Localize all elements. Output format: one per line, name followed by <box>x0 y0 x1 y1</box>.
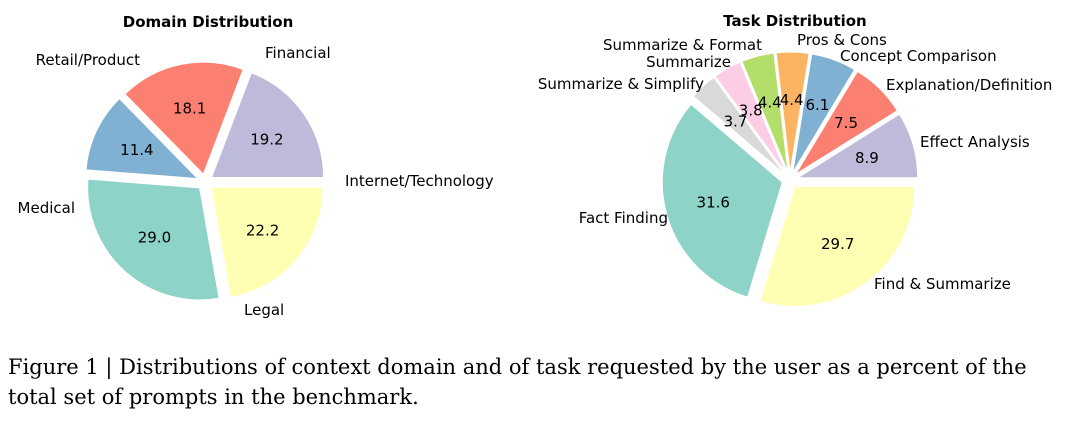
charts-canvas: Domain Distribution 19.2 Internet/Technol… <box>18 12 1053 319</box>
figure-caption: Figure 1 | Distributions of context doma… <box>8 355 1027 409</box>
slice-financial <box>124 61 244 176</box>
category-label-medical: Medical <box>18 199 75 217</box>
category-label-summarize-simplify: Summarize & Simplify <box>538 75 704 93</box>
task-distribution-chart: Task Distribution 8.9 Effect Analysis 7.5 E… <box>538 12 1052 307</box>
value-label-pros-cons: 4.4 <box>780 91 804 109</box>
value-label-effect-analysis: 8.9 <box>855 149 879 167</box>
category-label-summarize-format: Summarize & Format <box>603 36 762 54</box>
slice-legal <box>210 186 324 299</box>
category-label-fact-finding: Fact Finding <box>579 209 668 227</box>
value-label-concept-comparison: 6.1 <box>805 96 829 114</box>
value-label-medical: 29.0 <box>138 229 171 247</box>
value-label-legal: 22.2 <box>246 221 279 239</box>
category-label-effect-analysis: Effect Analysis <box>920 133 1030 151</box>
category-label-summarize: Summarize <box>646 53 731 71</box>
domain-chart-title: Domain Distribution <box>123 13 294 31</box>
slice-retail-product <box>85 97 200 180</box>
value-label-explanation-definition: 7.5 <box>834 114 858 132</box>
slice-effect-analysis <box>795 113 919 179</box>
value-label-summarize-format: 4.4 <box>758 94 782 112</box>
value-label-fact-finding: 31.6 <box>697 194 730 212</box>
slice-fact-finding <box>661 103 783 298</box>
value-label-summarize-simplify: 3.7 <box>724 112 748 130</box>
slice-concept-comparison <box>792 53 856 173</box>
slice-summarize-format <box>741 52 789 173</box>
category-label-explanation-definition: Explanation/Definition <box>886 76 1052 94</box>
value-label-summarize: 3.8 <box>739 101 763 119</box>
category-label-concept-comparison: Concept Comparison <box>840 47 997 65</box>
value-label-internet-technology: 19.2 <box>250 130 283 148</box>
category-label-legal: Legal <box>244 301 284 319</box>
domain-distribution-chart: Domain Distribution 19.2 Internet/Technol… <box>18 13 494 319</box>
value-label-financial: 18.1 <box>173 99 206 117</box>
slice-summarize <box>714 61 787 174</box>
slice-summarize-simplify <box>692 76 785 175</box>
slice-pros-cons <box>775 51 810 173</box>
slice-find-summarize <box>759 185 916 307</box>
value-label-retail-product: 11.4 <box>120 141 153 159</box>
value-label-find-summarize: 29.7 <box>821 235 854 253</box>
category-label-find-summarize: Find & Summarize <box>874 275 1011 293</box>
slice-explanation-definition <box>795 70 899 175</box>
category-label-internet-technology: Internet/Technology <box>345 172 494 190</box>
category-label-pros-cons: Pros & Cons <box>797 31 887 49</box>
slice-medical <box>87 178 220 301</box>
slice-internet-technology <box>210 72 325 178</box>
task-chart-title: Task Distribution <box>723 12 867 30</box>
category-label-retail-product: Retail/Product <box>36 51 141 69</box>
category-label-financial: Financial <box>265 44 331 62</box>
